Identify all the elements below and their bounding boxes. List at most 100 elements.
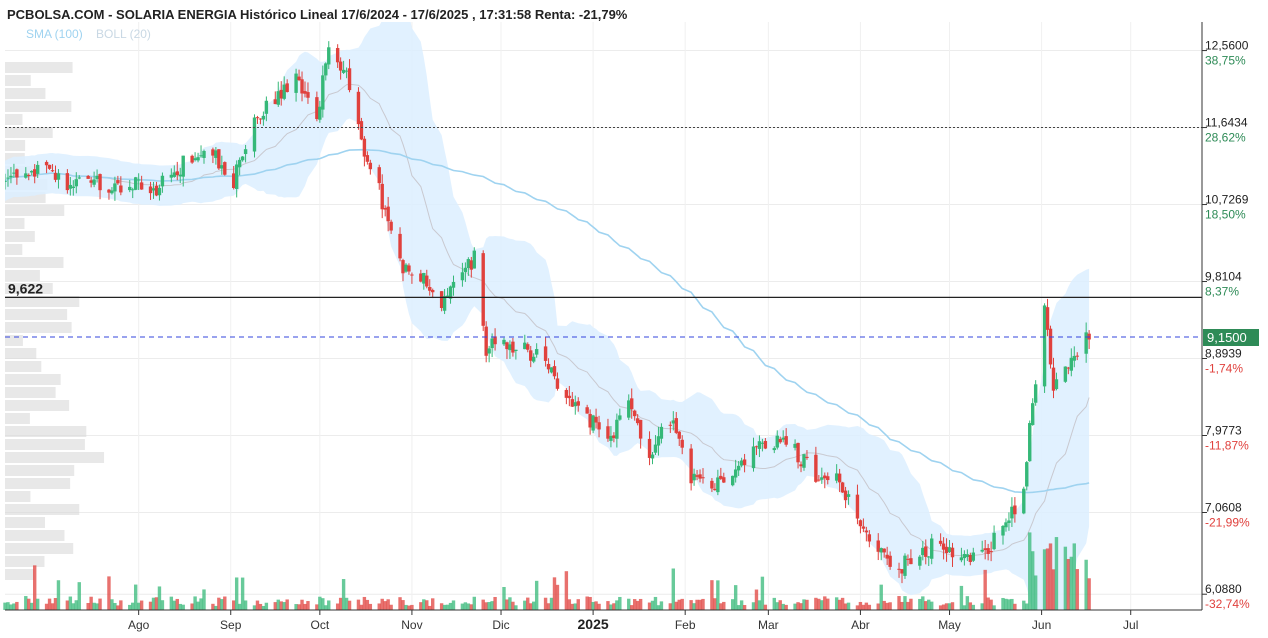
- candle-body: [549, 367, 554, 373]
- volume-bar: [50, 603, 55, 610]
- candle-body: [722, 477, 726, 483]
- volume-bar: [588, 596, 592, 610]
- volume-bar: [630, 605, 634, 610]
- volume-bar: [882, 600, 886, 610]
- volume-profile-bar: [5, 426, 87, 437]
- volume-bar: [909, 598, 913, 610]
- y-tick-label: 9,8104: [1205, 270, 1242, 284]
- candle-body: [543, 346, 548, 361]
- candle-body: [133, 177, 138, 190]
- volume-bar: [481, 599, 485, 610]
- volume-bar: [1025, 603, 1029, 610]
- volume-bar: [793, 603, 797, 610]
- volume-bar: [119, 600, 123, 610]
- candle-body: [918, 556, 922, 566]
- candle-body: [324, 63, 328, 76]
- volume-bar: [181, 604, 185, 610]
- volume-bar: [484, 602, 488, 610]
- x-tick-label: Jul: [1123, 618, 1138, 632]
- y-tick-label: 6,0880: [1205, 582, 1242, 596]
- volume-profile-bar: [5, 231, 35, 242]
- candle-body: [959, 557, 964, 561]
- candle-body: [834, 473, 839, 481]
- volume-bar: [638, 598, 643, 610]
- candle-body: [546, 363, 551, 370]
- volume-bar: [719, 603, 723, 610]
- volume-bar: [529, 603, 533, 610]
- candle-body: [240, 156, 245, 161]
- volume-bar: [938, 605, 943, 610]
- candle-body: [772, 448, 776, 451]
- volume-profile-bar: [5, 257, 64, 268]
- volume-bar: [318, 596, 322, 610]
- volume-profile-bar: [5, 114, 23, 125]
- candle-body: [615, 419, 619, 439]
- volume-bar: [757, 600, 762, 610]
- candle-body: [12, 172, 16, 174]
- legend-boll[interactable]: BOLL (20): [96, 27, 151, 41]
- candle-body: [650, 454, 655, 459]
- candle-body: [211, 149, 215, 156]
- volume-bar: [549, 597, 554, 610]
- volume-bar: [1001, 597, 1005, 610]
- candle-body: [335, 48, 340, 63]
- candle-body: [359, 121, 364, 140]
- volume-bar: [900, 601, 904, 610]
- candle-body: [529, 350, 533, 361]
- volume-bar: [214, 605, 218, 610]
- volume-bar: [775, 602, 779, 610]
- candle-body: [677, 431, 681, 439]
- volume-bar: [597, 603, 601, 610]
- candle-body: [107, 189, 111, 193]
- volume-profile-bar: [5, 465, 75, 476]
- volume-bar: [855, 605, 860, 610]
- volume-bar: [555, 584, 560, 610]
- candle-body: [160, 175, 165, 187]
- candle-body: [594, 416, 598, 423]
- candle-body: [448, 286, 453, 299]
- candle-body: [261, 115, 266, 120]
- candle-body: [422, 273, 426, 284]
- volume-bar: [53, 598, 58, 610]
- volume-bar: [508, 597, 512, 610]
- volume-bar: [930, 601, 934, 610]
- volume-bar: [380, 598, 384, 610]
- candle-body: [781, 437, 785, 440]
- volume-profile-bar: [5, 387, 56, 398]
- candle-body: [855, 494, 860, 519]
- candle-body: [965, 554, 970, 557]
- volume-bar: [1033, 575, 1038, 610]
- candle-body: [398, 233, 402, 259]
- candle-body: [909, 558, 913, 565]
- candle-body: [1048, 328, 1053, 365]
- volume-bar: [742, 605, 747, 610]
- volume-bar: [169, 596, 174, 610]
- candle-body: [983, 548, 987, 551]
- volume-bar: [344, 597, 349, 610]
- volume-bar: [1063, 546, 1068, 610]
- volume-bar: [243, 600, 248, 610]
- legend-sma[interactable]: SMA (100): [26, 27, 83, 41]
- candle-body: [567, 395, 572, 399]
- volume-profile-bar: [5, 569, 35, 580]
- volume-bar: [401, 600, 405, 610]
- candle-body: [618, 415, 622, 420]
- volume-bar: [425, 600, 429, 610]
- volume-bar: [618, 596, 622, 610]
- candle-body: [6, 177, 10, 179]
- volume-bar: [460, 603, 465, 610]
- candle-body: [169, 174, 174, 178]
- candle-body: [33, 169, 37, 177]
- volume-bar: [564, 571, 569, 610]
- candle-body: [178, 174, 182, 177]
- volume-bar: [1069, 556, 1074, 610]
- volume-bar: [968, 602, 973, 610]
- candle-body: [493, 336, 497, 345]
- volume-profile-bar: [5, 478, 71, 489]
- volume-bar: [1007, 599, 1011, 610]
- volume-bar: [656, 605, 661, 610]
- volume-bar: [834, 597, 839, 610]
- candle-body: [321, 75, 325, 110]
- candle-body: [365, 155, 370, 162]
